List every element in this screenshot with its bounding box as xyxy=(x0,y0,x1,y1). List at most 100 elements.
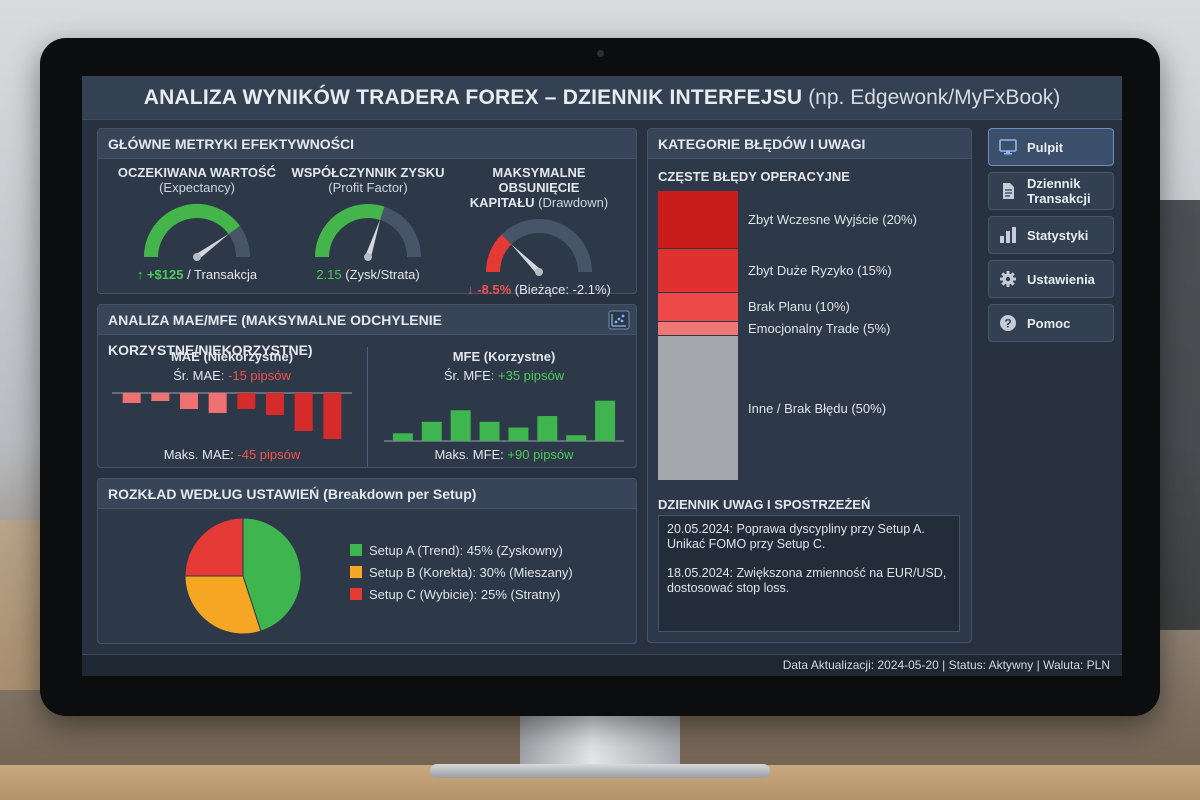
profit-factor-gauge xyxy=(315,204,421,261)
nav-label: Statystyki xyxy=(1027,227,1089,243)
page-subtitle: (np. Edgewonk/MyFxBook) xyxy=(808,85,1061,109)
metric-title-line2: KAPITAŁU xyxy=(469,195,535,210)
legend-swatch xyxy=(350,566,362,578)
metric-title: OCZEKIWANA WARTOŚĆ xyxy=(117,165,277,180)
metric-title: MAKSYMALNE OBSUNIĘCIE xyxy=(492,165,586,195)
mae-bar xyxy=(323,393,342,439)
mfe-bar xyxy=(392,433,413,441)
error-segment xyxy=(658,191,738,249)
bar-chart-icon xyxy=(1000,227,1016,243)
notes-box[interactable]: 20.05.2024: Poprawa dyscypliny przy Setu… xyxy=(658,515,960,632)
monitor-stand-base xyxy=(430,764,770,778)
mfe-bar xyxy=(537,416,558,441)
gauge-fill xyxy=(144,204,240,258)
mfe-bar xyxy=(595,400,616,441)
legend-item: Setup A (Trend): 45% (Zyskowny) xyxy=(350,539,573,561)
document-icon xyxy=(1003,183,1014,199)
mae-bar xyxy=(151,393,170,401)
metric-subtitle: (Expectancy) xyxy=(159,180,235,195)
status-footer: Data Aktualizacji: 2024-05-20 | Status: … xyxy=(82,654,1122,676)
notes-title: DZIENNIK UWAG I SPOSTRZEŻEŃ xyxy=(658,497,871,512)
metric-title: WSPÓŁCZYNNIK ZYSKU xyxy=(291,165,445,180)
error-segment xyxy=(658,336,738,481)
metric-value: ↓ -8.5% (Bieżące: -2.1%) xyxy=(454,282,624,297)
mfe-title: MFE (Korzystne) xyxy=(452,349,556,364)
metric-value: 2.15 (Zysk/Strata) xyxy=(283,267,453,282)
error-label: Zbyt Wczesne Wyjście (20%) xyxy=(748,212,917,227)
metric-value-unit: (Zysk/Strata) xyxy=(341,267,420,282)
nav-item-statystyki[interactable]: Statystyki xyxy=(988,216,1114,254)
error-label: Zbyt Duże Ryzyko (15%) xyxy=(748,262,892,278)
mae-bar xyxy=(180,393,198,409)
setup-panel-title: ROZKŁAD WEDŁUG USTAWIEŃ (Breakdown per S… xyxy=(98,479,636,509)
errors-subtitle: CZĘSTE BŁĘDY OPERACYJNE xyxy=(658,169,850,184)
gauge-hub xyxy=(193,253,201,261)
metric-subtitle: KAPITAŁU (Drawdown) xyxy=(454,195,624,210)
mae-average-label: Śr. MAE: xyxy=(173,368,229,383)
gauge-hub xyxy=(535,268,543,276)
gauge-needle xyxy=(510,243,542,275)
nav-item-pulpit[interactable]: Pulpit xyxy=(988,128,1114,166)
mae-mfe-panel: ANALIZA MAE/MFE (MAKSYMALNE ODCHYLENIE K… xyxy=(97,304,637,468)
mae-bar xyxy=(237,393,256,409)
legend-swatch xyxy=(350,544,362,556)
dashboard-screen: ANALIZA WYNIKÓW TRADERA FOREX – DZIENNIK… xyxy=(82,76,1122,676)
pie-slice xyxy=(242,517,302,632)
mae-max: Maks. MAE: -45 pipsów xyxy=(98,447,366,462)
errors-stacked-bar: Zbyt Wczesne Wyjście (20%) Zbyt Duże Ryzy… xyxy=(658,191,968,481)
metric-profit-factor: WSPÓŁCZYNNIK ZYSKU (Profit Factor) 2.15 … xyxy=(283,165,453,282)
legend-item: Setup C (Wybicie): 25% (Stratny) xyxy=(350,583,573,605)
nav-label: Pomoc xyxy=(1027,315,1071,331)
mfe-section: MFE (Korzystne) Śr. MFE: +35 pipsów Maks… xyxy=(370,349,638,462)
gauge-needle xyxy=(195,233,230,260)
nav-item-dziennik[interactable]: Dziennik Transakcji xyxy=(988,172,1114,210)
mae-average-value: -15 pipsów xyxy=(228,368,291,383)
mfe-bar xyxy=(450,410,471,441)
nav-label: Dziennik Transakcji xyxy=(1027,176,1091,206)
error-segment xyxy=(658,249,738,293)
monitor-stand xyxy=(520,712,680,772)
scatter-plot-icon[interactable] xyxy=(608,310,630,330)
mfe-bar xyxy=(479,421,500,441)
legend-label: Setup B (Korekta): 30% (Mieszany) xyxy=(369,564,573,580)
mfe-bar xyxy=(566,435,587,441)
metric-drawdown: MAKSYMALNE OBSUNIĘCIE KAPITAŁU (Drawdown… xyxy=(454,165,624,297)
mfe-average-label: Śr. MFE: xyxy=(443,368,499,383)
mfe-average-value: +35 pipsów xyxy=(498,368,565,383)
mae-bar xyxy=(266,393,284,415)
metric-value-number: ↑ +$125 xyxy=(136,267,184,282)
mae-max-value: -45 pipsów xyxy=(237,447,301,462)
legend-item: Setup B (Korekta): 30% (Mieszany) xyxy=(350,561,573,583)
setup-legend: Setup A (Trend): 45% (Zyskowny) Setup B (… xyxy=(350,539,573,605)
legend-label: Setup C (Wybicie): 25% (Stratny) xyxy=(369,586,561,602)
note-entry: 20.05.2024: Poprawa dyscypliny przy Setu… xyxy=(667,522,925,551)
metric-subtitle: (Profit Factor) xyxy=(328,180,408,195)
metrics-panel-title: GŁÓWNE METRYKI EFEKTYWNOŚCI xyxy=(98,129,636,159)
gauge-fill xyxy=(486,234,512,273)
metric-value-number: ↓ -8.5% xyxy=(467,282,512,297)
metric-expectancy: OCZEKIWANA WARTOŚĆ (Expectancy) ↑ +$125 … xyxy=(112,165,282,282)
expectancy-gauge xyxy=(144,204,250,261)
mfe-max-label: Maks. MFE: xyxy=(434,447,508,462)
mfe-bar-chart xyxy=(384,400,624,442)
mae-section: MAE (Niekorzystne) Śr. MAE: -15 pipsów M… xyxy=(98,349,366,462)
gauge-needle xyxy=(365,218,381,258)
monitor-icon xyxy=(999,139,1017,155)
legend-swatch xyxy=(350,588,362,600)
gear-icon xyxy=(1000,271,1016,287)
errors-panel-title: KATEGORIE BŁĘDÓW I UWAGI xyxy=(648,129,971,159)
mfe-max-value: +90 pipsów xyxy=(507,447,574,462)
metric-value-number: 2.15 xyxy=(316,267,342,282)
legend-label: Setup A (Trend): 45% (Zyskowny) xyxy=(369,542,563,558)
mae-mfe-panel-title: ANALIZA MAE/MFE (MAKSYMALNE ODCHYLENIE K… xyxy=(98,305,636,358)
pie-slice xyxy=(184,517,244,577)
error-segment xyxy=(658,292,738,322)
nav-item-ustawienia[interactable]: Ustawienia xyxy=(988,260,1114,298)
setup-breakdown-panel: ROZKŁAD WEDŁUG USTAWIEŃ (Breakdown per S… xyxy=(97,478,637,644)
nav-item-pomoc[interactable]: ? Pomoc xyxy=(988,304,1114,342)
note-entry: 18.05.2024: Zwiększona zmienność na EUR/… xyxy=(667,566,947,595)
help-icon: ? xyxy=(1000,315,1016,331)
mae-bar-chart xyxy=(112,392,352,439)
webcam-icon xyxy=(597,50,604,57)
mae-bar xyxy=(208,393,227,413)
